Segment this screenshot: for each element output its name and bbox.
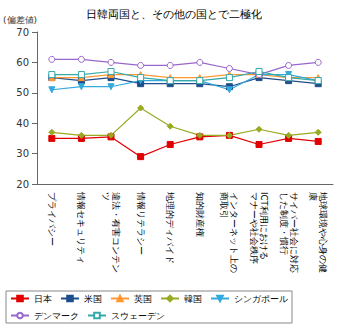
svg-text:ツ: ツ bbox=[101, 192, 111, 201]
svg-text:インターネット上の: インターネット上の bbox=[229, 192, 239, 273]
svg-text:シンガポール: シンガポール bbox=[234, 294, 288, 304]
svg-text:ICT利用における: ICT利用における bbox=[259, 192, 269, 260]
svg-text:20: 20 bbox=[16, 179, 29, 190]
svg-text:地球環境や心身の健: 地球環境や心身の健 bbox=[318, 191, 328, 273]
svg-text:韓国: 韓国 bbox=[184, 294, 202, 304]
svg-text:情報セキュリティ: 情報セキュリティ bbox=[76, 191, 86, 264]
svg-text:60: 60 bbox=[16, 57, 29, 68]
svg-text:商取引: 商取引 bbox=[219, 192, 229, 219]
svg-text:サイバー社会に対応: サイバー社会に対応 bbox=[289, 192, 299, 273]
svg-text:スウェーデン: スウェーデン bbox=[111, 311, 165, 321]
svg-text:(偏差値): (偏差値) bbox=[3, 15, 37, 25]
svg-text:康: 康 bbox=[308, 192, 318, 201]
svg-text:違法・有害コンテン: 違法・有害コンテン bbox=[111, 192, 121, 273]
svg-text:地理的ディバイド: 地理的ディバイド bbox=[165, 191, 175, 264]
svg-text:日本: 日本 bbox=[34, 294, 52, 304]
svg-text:米国: 米国 bbox=[84, 294, 102, 304]
svg-text:デンマーク: デンマーク bbox=[34, 311, 79, 321]
svg-text:情報リテラシー: 情報リテラシー bbox=[136, 191, 146, 255]
svg-text:英国: 英国 bbox=[134, 294, 152, 304]
svg-text:30: 30 bbox=[16, 148, 29, 159]
svg-text:70: 70 bbox=[16, 27, 29, 38]
svg-text:日韓両国と、その他の国とで二極化: 日韓両国と、その他の国とで二極化 bbox=[86, 8, 262, 21]
svg-text:マナーや社会秩序: マナーや社会秩序 bbox=[249, 192, 259, 264]
svg-text:50: 50 bbox=[16, 87, 29, 98]
svg-text:知的財産権: 知的財産権 bbox=[195, 192, 205, 237]
svg-text:プライバシー: プライバシー bbox=[47, 192, 57, 246]
svg-text:40: 40 bbox=[16, 118, 29, 129]
svg-text:した制度・慣行: した制度・慣行 bbox=[279, 192, 289, 255]
